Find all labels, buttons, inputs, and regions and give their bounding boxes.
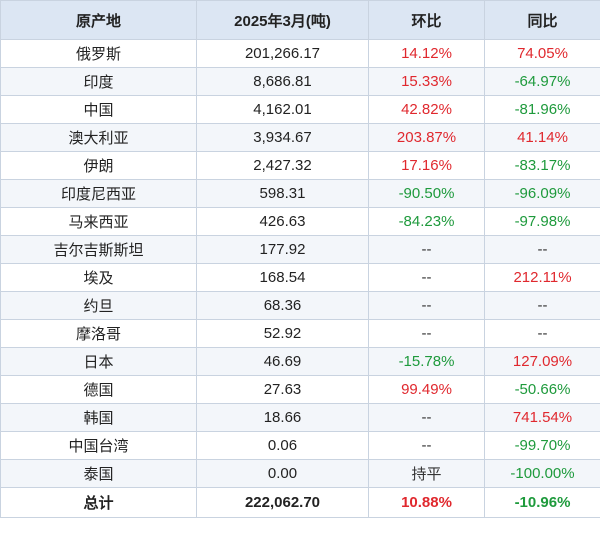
cell-mom: --: [368, 263, 485, 292]
table-row: 马来西亚 426.63 -84.23% -97.98%: [0, 207, 600, 236]
cell-yoy: 741.54%: [484, 403, 600, 432]
cell-volume: 0.06: [196, 431, 369, 460]
header-mom: 环比: [368, 0, 485, 40]
table-row: 日本 46.69 -15.78% 127.09%: [0, 347, 600, 376]
cell-yoy: 127.09%: [484, 347, 600, 376]
cell-volume: 3,934.67: [196, 123, 369, 152]
cell-volume: 201,266.17: [196, 39, 369, 68]
table-row: 印度尼西亚 598.31 -90.50% -96.09%: [0, 179, 600, 208]
cell-origin: 马来西亚: [0, 207, 197, 236]
table-row: 印度 8,686.81 15.33% -64.97%: [0, 67, 600, 96]
header-yoy: 同比: [484, 0, 600, 40]
cell-mom: -84.23%: [368, 207, 485, 236]
cell-mom: --: [368, 431, 485, 460]
table-row: 韩国 18.66 -- 741.54%: [0, 403, 600, 432]
cell-origin: 埃及: [0, 263, 197, 292]
table-row: 俄罗斯 201,266.17 14.12% 74.05%: [0, 39, 600, 68]
cell-yoy: -100.00%: [484, 459, 600, 488]
cell-yoy: --: [484, 291, 600, 320]
cell-volume: 18.66: [196, 403, 369, 432]
cell-volume: 0.00: [196, 459, 369, 488]
cell-mom: -15.78%: [368, 347, 485, 376]
cell-mom: -90.50%: [368, 179, 485, 208]
cell-mom: --: [368, 235, 485, 264]
import-origin-table: 原产地 2025年3月(吨) 环比 同比 俄罗斯 201,266.17 14.1…: [0, 0, 600, 518]
cell-origin: 摩洛哥: [0, 319, 197, 348]
cell-yoy: 74.05%: [484, 39, 600, 68]
cell-origin: 吉尔吉斯斯坦: [0, 235, 197, 264]
table-row: 摩洛哥 52.92 -- --: [0, 319, 600, 348]
cell-mom: 14.12%: [368, 39, 485, 68]
cell-yoy: 41.14%: [484, 123, 600, 152]
cell-yoy: -64.97%: [484, 67, 600, 96]
table-row: 泰国 0.00 持平 -100.00%: [0, 459, 600, 488]
cell-origin: 印度: [0, 67, 197, 96]
cell-volume: 46.69: [196, 347, 369, 376]
cell-yoy: --: [484, 319, 600, 348]
cell-origin: 韩国: [0, 403, 197, 432]
cell-mom: --: [368, 291, 485, 320]
cell-volume: 168.54: [196, 263, 369, 292]
total-label: 总计: [0, 487, 197, 518]
table-row: 约旦 68.36 -- --: [0, 291, 600, 320]
cell-volume: 177.92: [196, 235, 369, 264]
table-row: 澳大利亚 3,934.67 203.87% 41.14%: [0, 123, 600, 152]
cell-origin: 泰国: [0, 459, 197, 488]
cell-volume: 426.63: [196, 207, 369, 236]
cell-volume: 52.92: [196, 319, 369, 348]
cell-volume: 2,427.32: [196, 151, 369, 180]
cell-origin: 约旦: [0, 291, 197, 320]
table-row: 中国 4,162.01 42.82% -81.96%: [0, 95, 600, 124]
cell-origin: 日本: [0, 347, 197, 376]
cell-origin: 印度尼西亚: [0, 179, 197, 208]
cell-origin: 俄罗斯: [0, 39, 197, 68]
cell-mom: 99.49%: [368, 375, 485, 404]
cell-mom: --: [368, 319, 485, 348]
cell-origin: 中国: [0, 95, 197, 124]
cell-mom: 17.16%: [368, 151, 485, 180]
table-row: 埃及 168.54 -- 212.11%: [0, 263, 600, 292]
table-row: 伊朗 2,427.32 17.16% -83.17%: [0, 151, 600, 180]
cell-origin: 伊朗: [0, 151, 197, 180]
cell-volume: 27.63: [196, 375, 369, 404]
cell-origin: 德国: [0, 375, 197, 404]
cell-yoy: -96.09%: [484, 179, 600, 208]
cell-yoy: --: [484, 235, 600, 264]
cell-volume: 8,686.81: [196, 67, 369, 96]
table-row: 德国 27.63 99.49% -50.66%: [0, 375, 600, 404]
total-mom: 10.88%: [368, 487, 485, 518]
cell-mom: --: [368, 403, 485, 432]
table-row: 吉尔吉斯斯坦 177.92 -- --: [0, 235, 600, 264]
cell-yoy: -83.17%: [484, 151, 600, 180]
header-volume: 2025年3月(吨): [196, 0, 369, 40]
cell-yoy: 212.11%: [484, 263, 600, 292]
header-row: 原产地 2025年3月(吨) 环比 同比: [0, 0, 600, 40]
total-row: 总计 222,062.70 10.88% -10.96%: [0, 487, 600, 518]
table-row: 中国台湾 0.06 -- -99.70%: [0, 431, 600, 460]
total-volume: 222,062.70: [196, 487, 369, 518]
cell-mom: 42.82%: [368, 95, 485, 124]
cell-volume: 4,162.01: [196, 95, 369, 124]
cell-volume: 68.36: [196, 291, 369, 320]
cell-yoy: -97.98%: [484, 207, 600, 236]
header-origin: 原产地: [0, 0, 197, 40]
cell-mom: 持平: [368, 459, 485, 488]
total-yoy: -10.96%: [484, 487, 600, 518]
cell-yoy: -99.70%: [484, 431, 600, 460]
cell-mom: 15.33%: [368, 67, 485, 96]
cell-yoy: -81.96%: [484, 95, 600, 124]
cell-yoy: -50.66%: [484, 375, 600, 404]
cell-mom: 203.87%: [368, 123, 485, 152]
cell-origin: 澳大利亚: [0, 123, 197, 152]
cell-volume: 598.31: [196, 179, 369, 208]
cell-origin: 中国台湾: [0, 431, 197, 460]
